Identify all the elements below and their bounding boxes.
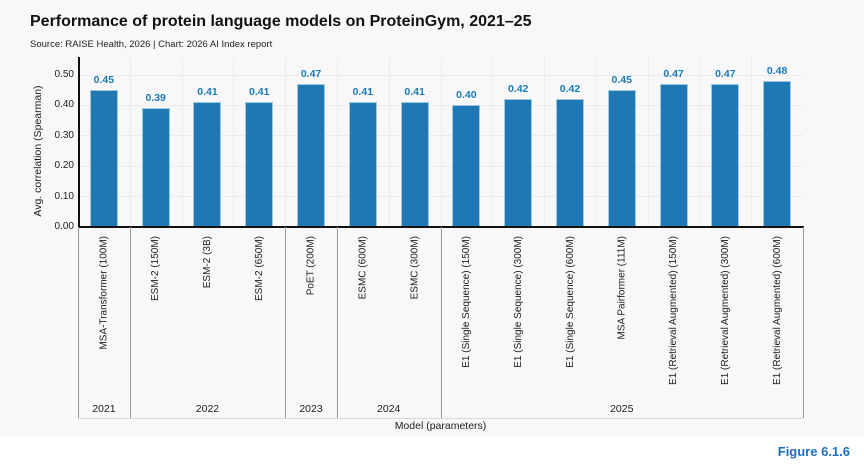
year-label: 2025 — [610, 403, 634, 415]
x-tick-label: E1 (Retrieval Augmented) (150M) — [668, 236, 680, 385]
bar — [297, 84, 326, 227]
bar-value-label: 0.39 — [145, 92, 166, 105]
bar — [452, 105, 481, 227]
bar-value-label: 0.42 — [559, 83, 581, 96]
y-tick-label: 0.40 — [54, 99, 74, 111]
x-tick-label: MSA-Transformer (100M) — [98, 236, 110, 350]
y-axis-title: Avg. correlation (Spearman) — [32, 85, 44, 217]
bar — [555, 99, 584, 227]
x-tick-label: ESMC (600M) — [357, 236, 369, 300]
bar-value-label: 0.47 — [300, 68, 322, 81]
y-tick-label: 0.50 — [54, 69, 74, 80]
group-separator — [336, 227, 338, 418]
y-tick-label: 0.30 — [54, 129, 74, 141]
x-gridline — [285, 57, 287, 227]
x-axis-title: Model (parameters) — [394, 420, 487, 432]
group-separator — [78, 227, 79, 418]
bar — [504, 99, 533, 227]
y-axis-line — [78, 57, 80, 227]
chart-title: Performance of protein language models o… — [30, 13, 532, 30]
x-tick-label: E1 (Retrieval Augmented) (600M) — [771, 236, 783, 385]
bar — [607, 90, 636, 227]
bar-value-label: 0.47 — [663, 68, 684, 81]
x-tick-label: ESM-2 (650M) — [253, 236, 265, 302]
bar — [89, 90, 118, 227]
year-label: 2024 — [377, 403, 401, 415]
year-label: 2022 — [195, 403, 220, 415]
bar — [763, 81, 792, 227]
x-tick-label: PoET (200M) — [305, 236, 317, 296]
y-tick-label: 0.00 — [54, 221, 74, 232]
x-gridline — [129, 57, 131, 227]
bar — [348, 102, 377, 227]
x-gridline — [699, 57, 701, 227]
x-tick-label: E1 (Retrieval Augmented) (300M) — [719, 236, 731, 385]
bar-value-label: 0.41 — [404, 86, 425, 99]
x-tick-label: ESM-2 (3B) — [201, 236, 213, 289]
bar — [711, 84, 740, 227]
bar-value-label: 0.41 — [197, 86, 218, 99]
bar-value-label: 0.42 — [507, 83, 529, 96]
bar-value-label: 0.41 — [352, 86, 374, 99]
x-gridline — [388, 57, 390, 227]
x-gridline — [544, 57, 546, 227]
x-tick-label: ESMC (300M) — [409, 236, 421, 300]
x-gridline — [595, 57, 597, 227]
x-gridline — [492, 57, 494, 227]
x-gridline — [233, 57, 235, 227]
bar-value-label: 0.40 — [456, 89, 477, 102]
x-tick-label: MSA Pairformer (111M) — [616, 236, 628, 340]
year-label: 2021 — [92, 403, 116, 415]
y-tick-label: 0.20 — [54, 160, 74, 172]
figure-number-label: Figure 6.1.6 — [777, 444, 850, 459]
x-gridline — [751, 57, 753, 227]
x-gridline — [336, 57, 338, 227]
group-separator — [803, 227, 804, 418]
y-tick-label: 0.10 — [54, 190, 74, 202]
bar-value-label: 0.47 — [715, 68, 736, 81]
bar — [193, 102, 222, 227]
x-gridline — [440, 57, 442, 227]
bar — [245, 102, 274, 227]
bar — [141, 108, 170, 227]
x-tick-label: ESM-2 (150M) — [150, 236, 162, 302]
bar — [400, 102, 429, 227]
x-tick-label: E1 (Single Sequence) (600M) — [564, 236, 576, 368]
group-separator — [129, 227, 131, 418]
group-separator — [440, 227, 442, 418]
group-band-bottom-rule — [78, 418, 803, 419]
bar-value-label: 0.45 — [611, 74, 632, 87]
bar-value-label: 0.41 — [249, 86, 270, 99]
bar-value-label: 0.48 — [766, 65, 788, 78]
year-label: 2023 — [299, 403, 323, 415]
x-gridline — [647, 57, 649, 227]
group-separator — [285, 227, 287, 418]
bar-value-label: 0.45 — [93, 74, 115, 87]
x-tick-label: E1 (Single Sequence) (150M) — [460, 236, 472, 368]
x-tick-label: E1 (Single Sequence) (300M) — [512, 236, 524, 368]
x-gridline — [181, 57, 183, 227]
bar — [659, 84, 688, 227]
chart-source-note: Source: RAISE Health, 2026 | Chart: 2026… — [30, 39, 273, 50]
